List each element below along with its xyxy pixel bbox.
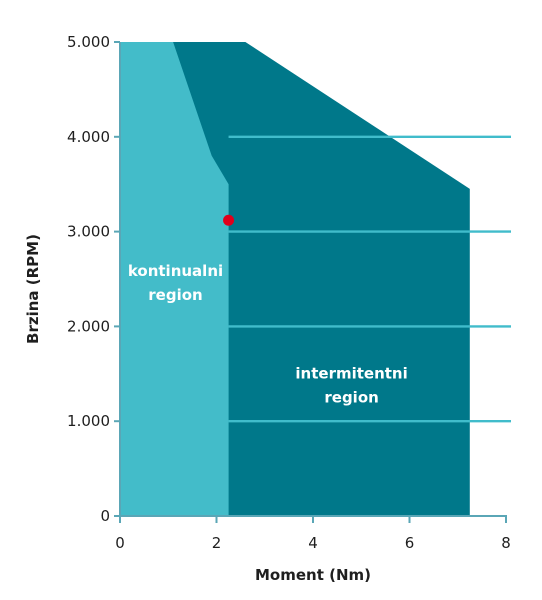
axes: 0 1.000 2.000 3.000 4.000 5.000 0 2 4 6 8: [67, 33, 511, 552]
x-axis-title: Moment (Nm): [255, 566, 371, 584]
region-labels: intermitentni region kontinualni region: [128, 262, 408, 406]
gridlines: [228, 135, 511, 423]
intermittent-region-label: region: [324, 389, 378, 407]
y-tick-label: 5.000: [67, 33, 110, 51]
x-tick-label: 0: [115, 534, 125, 552]
y-tick-label: 1.000: [67, 412, 110, 430]
marker-layer: [223, 214, 235, 226]
continuous-region-label: region: [148, 286, 202, 304]
y-tick-label: 4.000: [67, 128, 110, 146]
continuous-region-area: [120, 42, 229, 516]
y-tick-label: 3.000: [67, 223, 110, 241]
x-tick-label: 8: [501, 534, 511, 552]
x-tick-label: 2: [212, 534, 222, 552]
y-tick-label: 0: [100, 507, 110, 525]
intermittent-region-label: intermitentni: [295, 365, 407, 383]
x-tick-label: 4: [308, 534, 318, 552]
continuous-region-label: kontinualni: [128, 262, 223, 280]
y-axis-title: Brzina (RPM): [24, 234, 42, 344]
operating-point-marker: [223, 214, 235, 226]
regions-layer: [120, 42, 470, 516]
y-tick-label: 2.000: [67, 317, 110, 335]
x-tick-label: 6: [405, 534, 415, 552]
